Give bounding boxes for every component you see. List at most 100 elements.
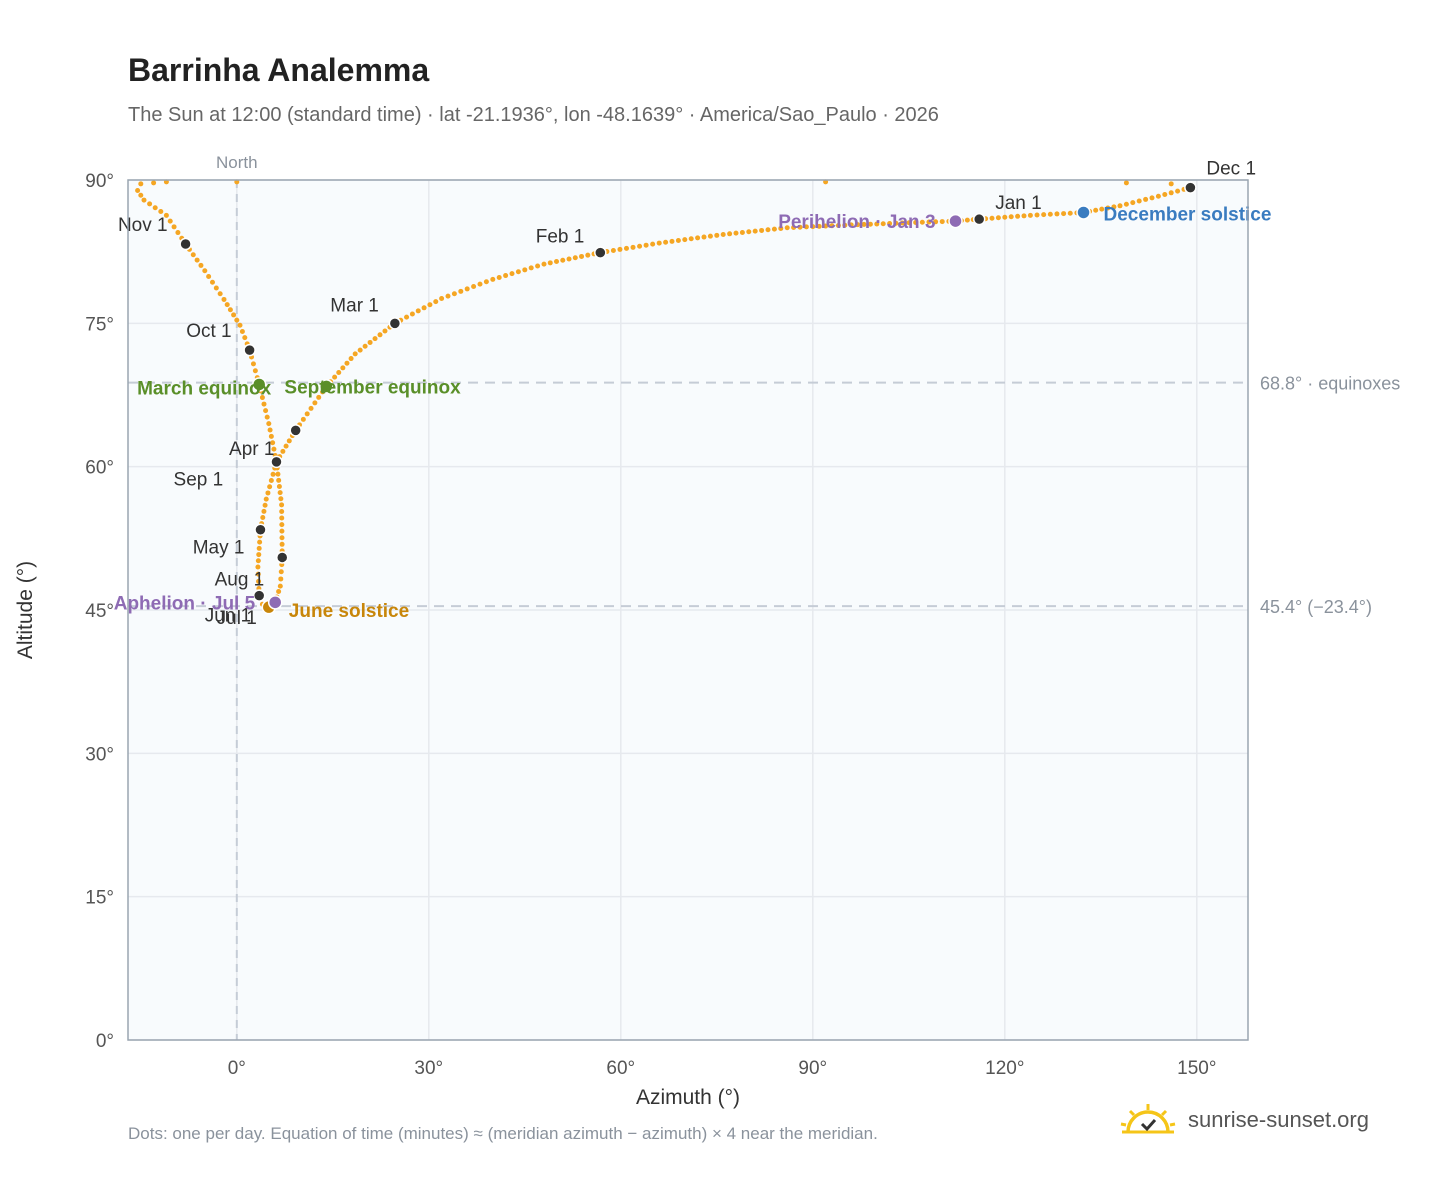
event-markers: March equinox September equinox June solst… [114,204,1272,622]
daily-dot [1123,180,1129,186]
daily-dot [752,228,758,234]
daily-dot [1093,207,1099,213]
plot-frame [127,179,1249,1041]
daily-dot [643,242,649,248]
y-tick-label: 15° [85,888,114,909]
daily-dot [202,268,208,274]
daily-dot [250,361,256,367]
daily-dot [1054,211,1060,217]
daily-dot [175,230,181,236]
daily-dot [585,252,591,258]
month-marker [270,455,283,469]
daily-dot [198,262,204,268]
daily-dot [332,374,338,380]
y-axis-ticks: 0° 15° 30° 45° 60° 75° 90° [85,171,114,1052]
daily-dot [893,220,899,226]
daily-dot [163,212,169,218]
daily-dot [277,490,283,496]
daily-dot [336,369,342,375]
daily-dot [650,241,656,247]
daily-dot [899,220,905,226]
daily-dot [1130,200,1136,206]
daily-dot [268,478,274,484]
daily-dot [279,528,285,534]
y-axis-label: Altitude (°) [14,561,37,659]
sun-check-icon [1120,1104,1176,1134]
daily-dot [874,221,880,227]
month-label: May 1 [193,538,245,559]
month-marker [252,589,266,602]
daily-dot [257,539,263,545]
daily-dot [739,229,745,235]
daily-dot [367,339,373,345]
daily-dot [138,181,144,187]
event-marker [267,595,283,610]
daily-dot [675,237,681,243]
x-tick-label: 0° [228,1058,246,1079]
daily-dot [357,347,363,353]
daily-dot [270,440,276,446]
daily-dot [1123,201,1129,207]
x-tick-label: 30° [414,1058,443,1079]
daily-dot [880,221,886,227]
daily-dot [855,222,861,228]
daily-dot [765,227,771,233]
daily-dot [939,219,945,225]
daily-dot [135,188,141,194]
daily-dot [509,271,515,277]
daily-dot [252,368,258,374]
daily-dot [262,502,268,508]
daily-dot [255,564,261,570]
daily-dot [1034,212,1040,218]
daily-dot [152,205,158,211]
month-marker [289,424,302,437]
daily-dot [496,274,502,280]
month-marker [254,523,267,536]
daily-dot [541,261,547,267]
event-marker [1076,205,1091,220]
daily-dot [267,427,273,433]
daily-dot [256,578,262,584]
daily-dot [637,243,643,249]
daily-dot [276,589,282,595]
month-label: Jul 1 [217,608,257,629]
y-tick-label: 90° [85,171,114,192]
y-tick-label: 45° [85,601,114,622]
event-marker [948,213,963,229]
daily-dot [759,227,765,233]
reference-line-label: 45.4° (−23.4°) [1260,597,1372,617]
x-tick-label: 150° [1177,1058,1216,1079]
daily-dot [701,234,707,240]
daily-dot [669,238,675,244]
daily-dot [372,336,378,342]
daily-dot [1136,198,1142,204]
event-label: Aphelion · Jul 5 [114,593,256,614]
daily-dot [656,240,662,246]
reference-lines: 68.8° · equinoxes 45.4° (−23.4°) [128,180,1400,1040]
month-label: Feb 1 [536,227,585,248]
daily-dot [276,477,282,483]
event-label: December solstice [1104,204,1272,225]
daily-dot [237,322,243,328]
daily-dot [733,230,739,236]
brand-name: sunrise-sunset.org [1188,1107,1369,1132]
daily-dot [1067,210,1073,216]
daily-dot [267,484,273,490]
daily-dot [268,433,274,439]
daily-dot [746,229,752,235]
daily-dot [141,197,147,203]
month-label: Jun 1 [205,606,251,627]
daily-dot [286,438,292,444]
daily-dot [630,244,636,250]
daily-dot [554,259,560,265]
daily-dot [265,490,271,496]
daily-dot [778,225,784,231]
daily-dot [933,219,939,225]
daily-dot [617,246,623,252]
daily-dot [471,284,477,290]
daily-dot [270,471,276,477]
daily-dot [913,220,919,226]
daily-dot [919,219,925,225]
daily-dot [515,269,521,275]
